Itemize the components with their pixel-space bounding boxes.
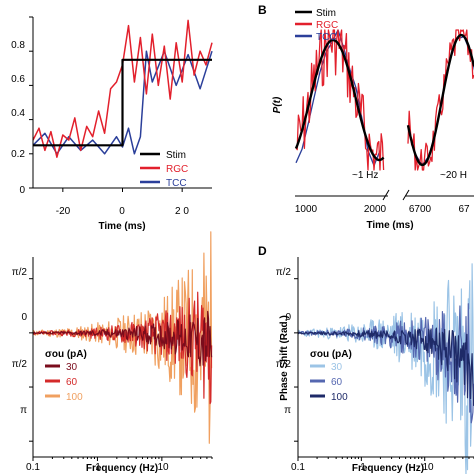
panel-b-xtick-label: 6700 — [409, 204, 432, 215]
panel-b-legend-rgc: RGC — [316, 20, 338, 31]
panel-b-annotation-20hz: ~20 H — [440, 170, 467, 181]
panel-a-xtick-label: 2 0 — [175, 206, 189, 217]
panel-b-legend-tcc: TCC — [316, 32, 337, 43]
panel-a-ytick-label: 0.8 — [11, 40, 25, 51]
panel-b-series-rgc — [407, 29, 474, 171]
panel-b-xtick-label: 2000 — [364, 204, 387, 215]
panel-b-axis-break — [382, 189, 390, 201]
panel-b-annotation-1hz: ~1 Hz — [352, 170, 378, 181]
panel-c-legend-title: σou (pA) — [45, 349, 87, 360]
panel-a-xtick-label: -20 — [56, 206, 71, 217]
panel-c-xtick-label: 0.1 — [26, 462, 40, 473]
panel-d-y-axis-label: Phase Shift (Rad.) — [279, 315, 290, 401]
panel-b-series-stim — [294, 38, 385, 162]
panel-a-legend-stim: Stim — [166, 150, 186, 161]
panel-d-xtick-label: 1 — [360, 462, 366, 473]
panel-c-xtick-label: 1 — [95, 462, 101, 473]
panel-b-plot — [294, 29, 474, 171]
panel-a-plot — [32, 19, 213, 158]
panel-d-legend-title: σou (pA) — [310, 349, 352, 360]
panel-d-legend-60: 60 — [331, 377, 343, 388]
panel-d-legend-100: 100 — [331, 392, 348, 403]
panel-a-ticks — [29, 16, 183, 192]
panel-c-legend-30: 30 — [66, 362, 78, 373]
panel-b-axis-break — [402, 189, 410, 201]
panel-d-ytick-label: 0 — [285, 312, 291, 323]
panel-a-ytick-label: 0.6 — [11, 74, 25, 85]
panel-a-ytick-label: 0 — [19, 185, 25, 196]
panel-b-legend-stim: Stim — [316, 8, 336, 19]
panel-c-legend-60: 60 — [66, 377, 78, 388]
panel-c-ytick-label: 0 — [21, 312, 27, 323]
panel-a-legend-tcc: TCC — [166, 178, 187, 189]
panel-b-xtick-label: 67 — [458, 204, 470, 215]
panel-d-letter: D — [258, 244, 267, 258]
panel-a-x-axis-label: Time (ms) — [98, 221, 145, 232]
panel-b-letter: B — [258, 3, 267, 17]
panel-a-ytick-label: 0.2 — [11, 149, 25, 160]
panel-c-xtick-label: 10 — [157, 462, 169, 473]
panel-b: B P(t) 1000 2000 6700 67 Time (ms) ~1 Hz… — [258, 3, 474, 231]
panel-a-series-stim — [33, 58, 212, 147]
panel-c-plot — [32, 231, 213, 444]
panel-c-ytick-label: π/2 — [12, 359, 28, 370]
panel-c: π/2 0 π/2 π 0.1 1 10 Frequency (Hz) σou … — [12, 231, 213, 474]
panel-b-y-axis-label: P(t) — [272, 96, 283, 113]
panel-c-ytick-label: π/2 — [12, 267, 28, 278]
panel-a-ytick-label: 0.4 — [11, 108, 25, 119]
panel-b-series-stim — [406, 33, 474, 167]
panel-d-ytick-label: π — [284, 405, 291, 416]
panel-a-legend-rgc: RGC — [166, 164, 188, 175]
panel-c-series-30 — [32, 310, 213, 367]
panel-d-ytick-label: π/2 — [276, 359, 292, 370]
panel-d-plot — [297, 263, 474, 474]
panel-a-xtick-label: 0 — [119, 206, 125, 217]
panel-d: D Phase Shift (Rad.) π/2 0 π/2 π 0.1 1 1… — [258, 244, 474, 474]
panel-c-ytick-label: π — [20, 405, 27, 416]
panel-d-series-100 — [297, 327, 474, 406]
panel-d-xtick-label: 10 — [422, 462, 434, 473]
panel-a-series-tcc — [32, 50, 213, 155]
panel-d-ticks — [294, 278, 474, 461]
panel-b-x-axis-label: Time (ms) — [366, 220, 413, 231]
panel-d-x-axis-label: Frequency (Hz) — [352, 463, 424, 474]
panel-d-legend-30: 30 — [331, 362, 343, 373]
panel-b-xtick-label: 1000 — [295, 204, 318, 215]
panel-c-legend-100: 100 — [66, 392, 83, 403]
panel-d-xtick-label: 0.1 — [291, 462, 305, 473]
panel-a: 0.8 0.6 0.4 0.2 0 -20 0 2 0 Time (ms) St… — [11, 16, 213, 232]
panel-c-ticks — [29, 278, 213, 461]
panel-d-ytick-label: π/2 — [276, 267, 292, 278]
panel-c-x-axis-label: Frequency (Hz) — [86, 463, 158, 474]
